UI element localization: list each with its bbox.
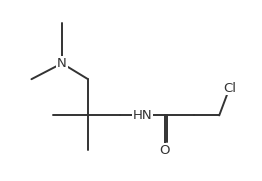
Text: N: N	[57, 57, 67, 70]
Text: Cl: Cl	[223, 82, 236, 95]
Text: O: O	[160, 144, 170, 157]
Text: HN: HN	[133, 109, 152, 122]
